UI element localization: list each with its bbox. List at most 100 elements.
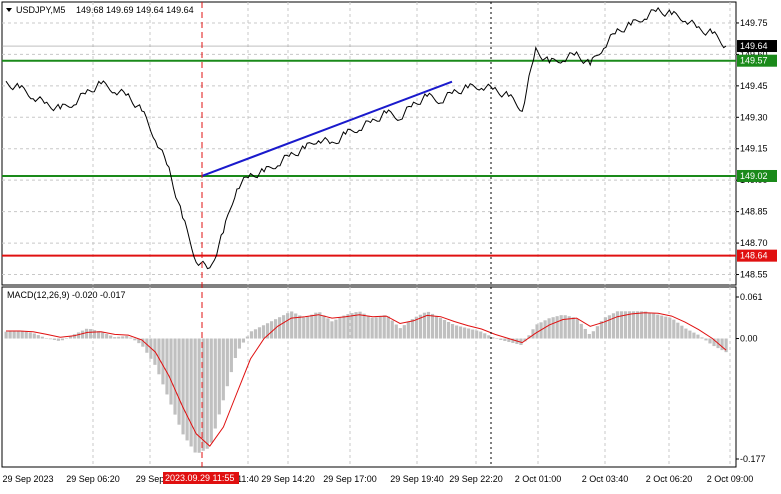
collapse-arrow-icon[interactable] xyxy=(6,8,12,12)
price-tick-label: 148.55 xyxy=(740,270,768,280)
macd-hist-bar xyxy=(583,328,587,339)
macd-hist-bar xyxy=(92,330,97,339)
macd-hist-bar xyxy=(644,311,648,339)
macd-hist-bar xyxy=(720,338,724,351)
price-tick-label: 148.85 xyxy=(740,207,768,217)
macd-hist-bar xyxy=(390,320,394,339)
macd-hist-bar xyxy=(503,338,507,341)
macd-hist-bar xyxy=(527,335,531,339)
macd-hist-bar xyxy=(507,338,511,342)
macd-hist-bar xyxy=(141,338,145,347)
level-badge: 149.57 xyxy=(740,56,768,66)
macd-tick-label: 0.061 xyxy=(740,292,763,302)
macd-hist-bar xyxy=(426,311,431,339)
macd-hist-bar xyxy=(362,313,366,339)
macd-hist-bar xyxy=(398,328,402,339)
macd-hist-bar xyxy=(382,315,386,339)
macd-hist-bar xyxy=(459,326,463,339)
macd-hist-bar xyxy=(660,315,664,339)
current-price-badge-bg xyxy=(737,40,777,53)
macd-hist-bar xyxy=(201,338,205,451)
macd-tick-label: -0.177 xyxy=(740,454,766,464)
macd-hist-bar xyxy=(378,316,382,339)
macd-hist-bar xyxy=(302,317,306,339)
macd-hist-bar xyxy=(712,338,716,347)
macd-hist-bar xyxy=(241,338,246,343)
macd-hist-bar xyxy=(84,328,89,339)
macd-hist-bar xyxy=(80,330,85,339)
macd-hist-bar xyxy=(28,332,32,339)
macd-hist-bar xyxy=(402,325,406,339)
macd-hist-bar xyxy=(724,338,728,353)
macd-hist-bar xyxy=(652,313,656,339)
macd-hist-bar xyxy=(455,325,459,339)
macd-hist-bar xyxy=(306,316,310,339)
time-tick-label: 29 Sep 06:20 xyxy=(66,474,120,484)
macd-hist-bar xyxy=(40,336,44,339)
macd-hist-bar xyxy=(623,311,628,339)
macd-hist-bar xyxy=(603,317,608,339)
level-badge-bg xyxy=(737,249,777,262)
macd-hist-bar xyxy=(72,334,77,339)
macd-hist-bar xyxy=(205,338,209,449)
macd-hist-bar xyxy=(587,333,591,339)
macd-hist-bar xyxy=(97,331,101,339)
macd-hist-bar xyxy=(197,338,201,453)
macd-hist-bar xyxy=(354,312,358,339)
macd-hist-bar xyxy=(157,338,161,375)
macd-hist-bar xyxy=(117,336,121,339)
macd-hist-bar xyxy=(531,329,535,339)
time-tick-label: 29 Sep xyxy=(136,474,165,484)
macd-hist-bar xyxy=(88,329,93,339)
price-tick-label: 149.45 xyxy=(740,81,768,91)
macd-hist-bar xyxy=(129,337,133,339)
macd-hist-bar xyxy=(173,338,177,415)
macd-hist-bar xyxy=(370,317,374,339)
macd-hist-bar xyxy=(60,338,65,341)
macd-hist-bar xyxy=(664,316,668,339)
macd-hist-bar xyxy=(253,329,258,339)
macd-hist-bar xyxy=(696,334,700,339)
price-tick-label: 149.30 xyxy=(740,112,768,122)
macd-hist-bar xyxy=(318,312,322,339)
level-badge-bg xyxy=(737,169,777,182)
macd-hist-bar xyxy=(547,318,551,339)
time-tick-label: 29 Sep 17:00 xyxy=(323,474,377,484)
macd-hist-bar xyxy=(551,317,555,339)
macd-hist-bar xyxy=(217,338,221,415)
macd-hist-bar xyxy=(406,322,410,339)
macd-hist-bar xyxy=(467,328,471,339)
macd-hist-bar xyxy=(265,323,270,339)
current-price-badge: 149.64 xyxy=(740,41,768,51)
macd-hist-bar xyxy=(394,324,398,339)
macd-hist-bar xyxy=(52,338,56,341)
macd-hist-bar xyxy=(330,321,334,339)
macd-hist-bar xyxy=(64,338,69,339)
macd-hist-bar xyxy=(627,311,632,339)
macd-hist-bar xyxy=(20,330,24,339)
macd-hist-bar xyxy=(636,311,640,339)
macd-hist-bar xyxy=(414,316,418,339)
trend-line[interactable] xyxy=(201,80,453,177)
macd-hist-bar xyxy=(105,333,109,339)
macd-hist-bar xyxy=(8,331,12,339)
macd-hist-bar xyxy=(446,321,451,339)
time-marker-badge: 2023.09.29 11:55 xyxy=(165,473,234,483)
macd-hist-bar xyxy=(430,313,435,339)
time-tick-label: 29 Sep 19:40 xyxy=(390,474,444,484)
macd-hist-bar xyxy=(189,338,193,447)
macd-hist-bar xyxy=(680,325,684,339)
macd-hist-bar xyxy=(229,338,233,373)
macd-hist-bar xyxy=(563,315,567,339)
macd-hist-bar xyxy=(326,318,330,339)
macd-hist-bar xyxy=(165,338,169,395)
macd-hist-bar xyxy=(221,338,225,401)
level-badge-bg xyxy=(737,54,777,67)
price-tick-label: 148.70 xyxy=(740,238,768,248)
macd-hist-bar xyxy=(708,338,712,344)
macd-hist-bar xyxy=(475,330,479,339)
macd-hist-bar xyxy=(479,331,483,339)
macd-hist-bar xyxy=(334,319,338,339)
macd-hist-bar xyxy=(471,329,475,339)
macd-hist-bar xyxy=(209,338,213,443)
